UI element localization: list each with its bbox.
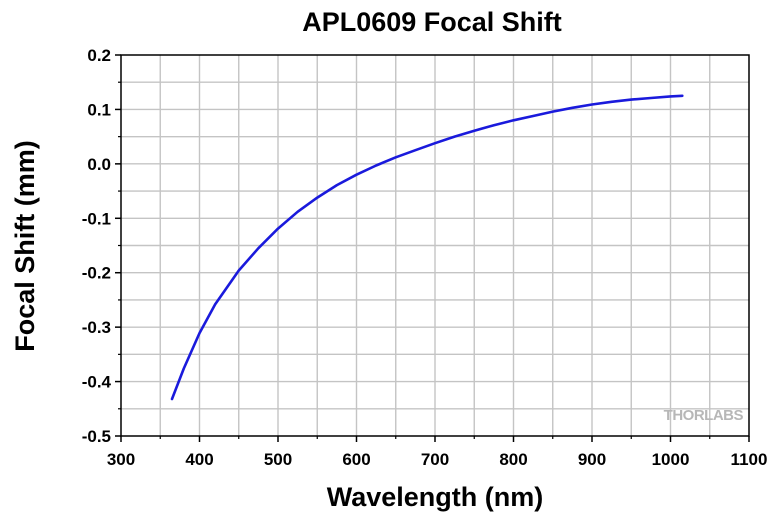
- y-tick-label: 0.2: [87, 46, 111, 65]
- x-tick-label: 800: [499, 450, 527, 469]
- x-tick-labels: 300 400 500 600 700 800 900 1000 1100: [107, 450, 768, 469]
- y-axis-label: Focal Shift (mm): [10, 140, 40, 352]
- y-tick-label: -0.5: [82, 427, 111, 446]
- axis-ticks: [115, 54, 750, 442]
- y-tick-label: -0.1: [82, 209, 111, 228]
- x-tick-label: 1000: [652, 450, 690, 469]
- x-axis-label: Wavelength (nm): [327, 482, 544, 512]
- chart-title: APL0609 Focal Shift: [302, 7, 562, 37]
- plot-frame: [120, 54, 750, 437]
- y-tick-label: 0.1: [87, 100, 111, 119]
- series-layer: [170, 94, 684, 401]
- y-tick-label: -0.2: [82, 264, 111, 283]
- y-tick-label: 0.0: [87, 155, 111, 174]
- x-tick-label: 700: [421, 450, 449, 469]
- y-tick-label: -0.4: [82, 373, 112, 392]
- x-tick-label: 500: [264, 450, 292, 469]
- y-tick-label: -0.3: [82, 318, 111, 337]
- x-tick-label: 900: [578, 450, 606, 469]
- series-line: [170, 94, 684, 401]
- x-tick-label: 600: [342, 450, 370, 469]
- x-tick-label: 300: [107, 450, 135, 469]
- x-tick-label: 1100: [731, 450, 768, 469]
- y-tick-labels: 0.2 0.1 0.0 -0.1 -0.2 -0.3 -0.4 -0.5: [82, 46, 112, 446]
- x-tick-label: 400: [185, 450, 213, 469]
- thorlabs-watermark: THORLABS: [664, 407, 744, 424]
- grid-lines: [121, 55, 749, 436]
